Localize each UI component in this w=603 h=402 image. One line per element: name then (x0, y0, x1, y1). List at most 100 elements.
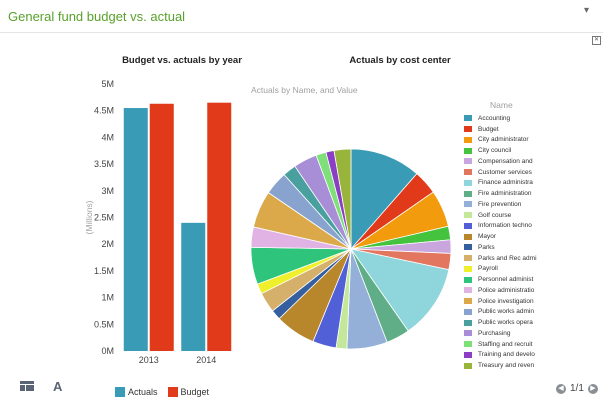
legend-label: Budget (478, 125, 499, 133)
pie-slice[interactable] (350, 148, 418, 251)
chevron-down-icon[interactable]: ▾ (583, 5, 589, 16)
legend-item-budget[interactable]: Budget (167, 387, 210, 397)
legend-swatch (464, 136, 472, 143)
legend-label: Finance administra (478, 179, 533, 187)
legend-item[interactable]: Accounting (464, 113, 544, 124)
y-tick-label: 1M (101, 293, 114, 303)
legend-label: Golf course (478, 211, 512, 219)
legend-item[interactable]: Parks (464, 242, 544, 253)
y-tick-label: 3.5M (94, 159, 114, 169)
collapse-icon[interactable]: ✕ (592, 36, 601, 45)
y-tick-label: 4M (101, 132, 114, 142)
page-indicator: 1/1 (570, 383, 584, 394)
legend-swatch (464, 276, 472, 283)
legend-label: Public works admin (478, 308, 534, 316)
legend-swatch (167, 387, 178, 397)
legend-item[interactable]: Mayor (464, 231, 544, 242)
legend-label: Fire prevention (478, 200, 522, 208)
legend-item[interactable]: Budget (464, 124, 544, 135)
y-tick-label: 2M (101, 239, 114, 249)
legend-swatch (464, 115, 472, 122)
legend-item[interactable]: City administrator (464, 135, 544, 146)
legend-label: Parks (478, 243, 495, 251)
legend-label: Training and develo (478, 351, 535, 359)
legend-item[interactable]: Police administratio (464, 285, 544, 296)
legend-swatch (464, 351, 472, 358)
bar-budget-2013[interactable] (149, 103, 174, 352)
legend-item[interactable]: Parks and Rec admi (464, 253, 544, 264)
legend-swatch (464, 201, 472, 208)
legend-item[interactable]: Purchasing (464, 328, 544, 339)
legend-item[interactable]: Training and develo (464, 350, 544, 361)
legend-item[interactable]: Public works opera (464, 317, 544, 328)
legend-item[interactable]: Payroll (464, 264, 544, 275)
legend-swatch (464, 265, 472, 272)
y-tick-label: 1.5M (94, 266, 114, 276)
previous-page-icon[interactable]: ◀ (556, 383, 566, 394)
x-tick-label: 2014 (196, 355, 216, 365)
legend-swatch (464, 341, 472, 348)
legend-swatch (464, 287, 472, 294)
legend-label: Mayor (478, 233, 497, 241)
legend-item[interactable]: Police investigation (464, 296, 544, 307)
legend-item[interactable]: Customer services (464, 167, 544, 178)
y-tick-label: 3M (101, 186, 114, 196)
font-icon[interactable]: A (53, 379, 63, 394)
legend-label: Actuals (128, 387, 158, 397)
bar-budget-2014[interactable] (207, 102, 232, 351)
legend-swatch (464, 190, 472, 197)
legend-label: Personnel administ (478, 276, 534, 284)
legend-item[interactable]: Personnel administ (464, 274, 544, 285)
legend-item[interactable]: Information techno (464, 221, 544, 232)
pie-legend-title: Name (490, 100, 513, 110)
legend-item[interactable]: Compensation and (464, 156, 544, 167)
legend-item[interactable]: City council (464, 145, 544, 156)
legend-swatch (115, 387, 125, 397)
legend-label: Budget (180, 387, 210, 397)
legend-label: Accounting (478, 114, 511, 122)
legend-item[interactable]: Fire prevention (464, 199, 544, 210)
legend-label: Customer services (478, 168, 532, 176)
bar-actuals-2014[interactable] (181, 222, 206, 351)
bar-chart-title: Budget vs. actuals by year (122, 55, 242, 66)
pie-slice[interactable] (350, 248, 450, 332)
legend-swatch (464, 319, 472, 326)
legend-swatch (464, 147, 472, 154)
pie-legend: Accounting Budget City administrator City c… (464, 113, 544, 371)
y-axis-label: (Millions) (84, 200, 94, 234)
legend-item[interactable]: Golf course (464, 210, 544, 221)
legend-swatch (464, 330, 472, 337)
y-tick-label: 2.5M (94, 213, 114, 223)
legend-label: Fire administration (478, 190, 532, 198)
legend-item[interactable]: Fire administration (464, 188, 544, 199)
y-tick-label: 0M (101, 346, 114, 356)
table-icon[interactable] (20, 381, 34, 391)
legend-label: Information techno (478, 222, 532, 230)
legend-swatch (464, 179, 472, 186)
legend-label: Parks and Rec admi (478, 254, 537, 262)
legend-swatch (464, 126, 472, 133)
legend-label: Public works opera (478, 319, 533, 327)
pie-chart-title: Actuals by cost center (349, 55, 451, 66)
next-page-icon[interactable]: ▶ (587, 383, 598, 394)
pager: ◀ 1/1 ▶ (556, 383, 598, 394)
visual-header: General fund budget vs. actual ▾ (0, 0, 603, 33)
legend-swatch (464, 158, 472, 165)
legend-swatch (464, 212, 472, 219)
legend-label: Payroll (478, 265, 498, 273)
legend-swatch (464, 222, 472, 229)
legend-item[interactable]: Treasury and reven (464, 360, 544, 371)
legend-label: Compensation and (478, 157, 533, 165)
legend-item-actuals[interactable]: Actuals (115, 387, 158, 397)
legend-item[interactable]: Staffing and recruit (464, 339, 544, 350)
legend-label: Treasury and reven (478, 362, 535, 370)
legend-label: Purchasing (478, 329, 511, 337)
y-tick-label: 4.5M (94, 106, 114, 116)
bar-legend: Actuals Budget (115, 387, 219, 397)
bar-actuals-2013[interactable] (123, 108, 148, 351)
y-tick-label: 5M (101, 79, 114, 89)
legend-item[interactable]: Finance administra (464, 178, 544, 189)
pie-slice[interactable] (333, 148, 352, 250)
legend-item[interactable]: Public works admin (464, 307, 544, 318)
